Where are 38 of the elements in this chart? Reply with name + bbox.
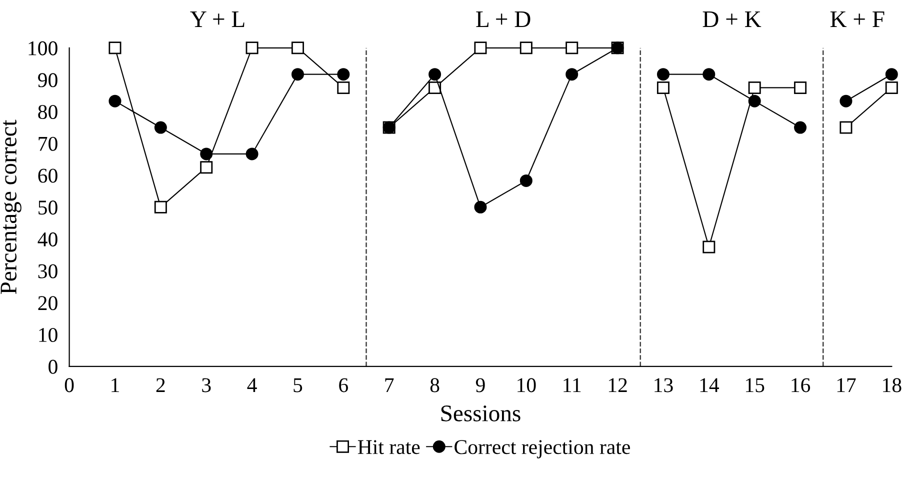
text: D + K — [702, 11, 762, 27]
y-tick-label: 100 — [28, 41, 58, 56]
x-tick-label: 5 — [294, 378, 302, 392]
x-tick-label: 17 — [837, 378, 856, 392]
y-tick-label: 30 — [38, 264, 58, 278]
text: L + D — [476, 11, 530, 27]
x-tick-label: 11 — [564, 378, 581, 392]
x-tick-label: 6 — [339, 378, 348, 392]
x-tick-label: 7 — [385, 378, 394, 392]
x-tick-label: 0 — [64, 378, 74, 392]
x-tick-label: 9 — [476, 378, 485, 392]
y-tick-label: 50 — [38, 200, 58, 215]
x-tick-label: 2 — [156, 378, 165, 392]
x-tick-label: 12 — [608, 378, 627, 392]
x-tick-label: 8 — [430, 378, 440, 392]
x-tick-label: 14 — [700, 378, 720, 392]
x-axis-title: Sessions — [441, 406, 520, 422]
x-tick-label: 16 — [792, 378, 810, 392]
x-tick-label: 13 — [654, 378, 673, 392]
y-tick-label: 60 — [38, 168, 58, 183]
text: K + F — [830, 11, 884, 27]
x-tick-label: 4 — [247, 378, 257, 392]
y-tick-label: 80 — [38, 104, 58, 120]
x-tick-label: 15 — [746, 378, 764, 392]
x-tick-label: 10 — [518, 378, 536, 392]
x-tick-label: 1 — [112, 378, 119, 392]
legend-label: Hit rate — [358, 440, 420, 454]
x-tick-label: 3 — [202, 378, 211, 392]
y-tick-label: 20 — [38, 296, 58, 310]
y-tick-label: 0 — [48, 360, 58, 374]
y-axis-title: Percentage correct — [0, 120, 22, 294]
x-tick-label: 18 — [883, 378, 902, 392]
y-tick-label: 90 — [38, 73, 58, 88]
text: Y + L — [190, 11, 244, 27]
y-tick-label: 40 — [38, 232, 58, 246]
legend-label: Correct rejection rate — [454, 440, 630, 458]
y-tick-label: 70 — [38, 136, 58, 151]
y-tick-label: 10 — [39, 328, 58, 342]
